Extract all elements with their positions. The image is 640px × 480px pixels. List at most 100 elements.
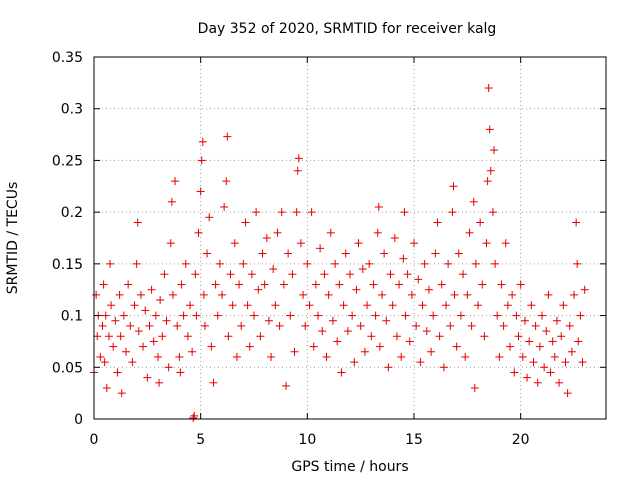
data-point [540,363,549,372]
data-point [232,352,241,361]
data-point [422,327,431,336]
plot-frame [93,56,607,420]
data-point [356,321,365,330]
data-point [164,363,173,372]
data-point [465,228,474,237]
data-point [369,280,378,289]
data-point [480,332,489,341]
data-point [449,182,458,191]
data-point [93,332,102,341]
data-point [320,270,329,279]
data-point [301,321,310,330]
data-points [90,84,589,422]
data-point [416,358,425,367]
x-axis-ticks: 0 5 10 15 20 [90,57,530,448]
data-point [424,285,433,294]
data-point [559,301,568,310]
data-point [211,280,220,289]
data-point [239,259,248,268]
data-point [254,285,263,294]
data-point [555,378,564,387]
data-point [299,290,308,299]
x-tick-label: 0 [90,432,99,448]
data-point [363,301,372,310]
data-point [567,347,576,356]
data-point [491,259,500,268]
y-axis-ticks: 0 0.05 0.1 0.15 0.2 0.25 0.3 0.35 [52,50,606,428]
data-point [277,208,286,217]
data-point [176,368,185,377]
data-point [115,290,124,299]
data-point [444,259,453,268]
data-point [275,321,284,330]
data-point [96,352,105,361]
data-point [192,311,201,320]
data-point [337,368,346,377]
data-point [311,280,320,289]
data-point [552,316,561,325]
data-point [260,280,269,289]
data-point [102,383,111,392]
y-tick-label: 0.05 [52,360,83,376]
data-point [250,311,258,320]
data-point [354,239,363,248]
data-point [290,347,299,356]
data-point [331,259,340,268]
data-point [293,166,302,175]
data-point [318,327,327,336]
data-point [228,301,237,310]
data-point [578,358,587,367]
data-point [375,342,384,351]
data-point [510,368,519,377]
data-point [448,208,457,217]
data-point [134,327,143,336]
data-point [501,239,510,248]
data-point [412,321,421,330]
x-gridlines [200,57,522,419]
data-point [101,311,110,320]
data-point [544,290,553,299]
data-point [427,347,436,356]
chart-title: Day 352 of 2020, SRMTID for receiver kal… [198,21,497,37]
data-point [378,290,386,299]
data-point [139,342,148,351]
data-point [235,280,244,289]
data-point [130,301,139,310]
data-point [405,337,414,346]
data-point [305,301,314,310]
data-point [286,311,295,320]
data-point [339,301,348,310]
y-tick-label: 0 [74,412,83,428]
data-point [373,228,382,237]
data-point [467,321,476,330]
data-point [380,249,389,258]
data-point [258,249,267,258]
data-point [452,342,461,351]
data-point [437,280,446,289]
data-point [446,321,455,330]
data-point [99,280,108,289]
data-point [497,280,506,289]
data-point [100,358,109,367]
data-point [316,244,325,253]
data-point [156,296,165,305]
data-point [399,254,408,263]
data-point [518,352,527,361]
y-tick-label: 0.3 [61,102,83,118]
data-point [128,358,137,367]
data-point [199,290,208,299]
data-point [367,332,376,341]
data-point [294,154,303,163]
x-tick-label: 15 [405,432,423,448]
data-point [454,249,463,258]
data-point [407,290,416,299]
data-point [279,280,288,289]
data-point [484,84,493,93]
y-tick-label: 0.2 [61,205,83,221]
data-point [550,352,559,361]
data-point [572,218,581,227]
data-point [476,218,485,227]
data-point [166,239,175,248]
data-point [241,218,250,227]
data-point [414,275,423,284]
